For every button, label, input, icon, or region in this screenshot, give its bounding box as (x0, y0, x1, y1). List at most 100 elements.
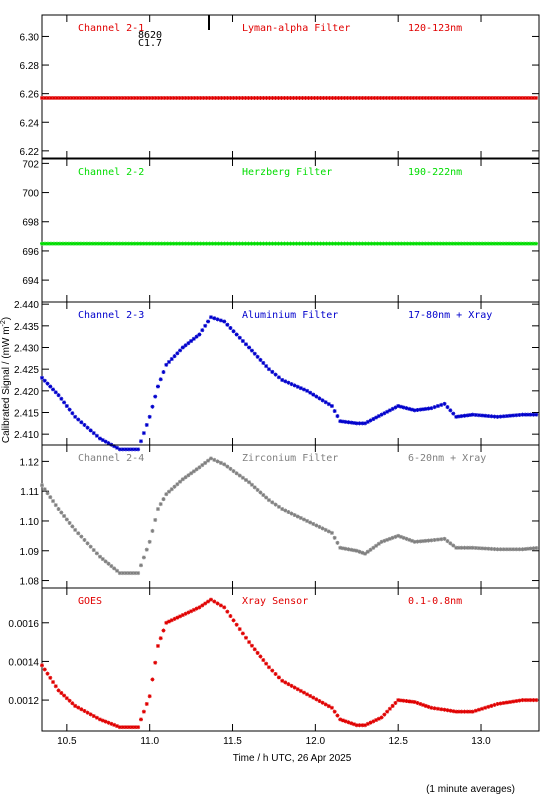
data-point (228, 95, 233, 100)
data-point (186, 241, 191, 246)
data-point (180, 241, 185, 246)
data-point (129, 241, 134, 246)
data-point (82, 708, 87, 713)
data-point (486, 95, 491, 100)
data-point (147, 694, 152, 699)
data-point (198, 241, 203, 246)
panel-label-left: Channel 2-1 (78, 23, 144, 34)
data-point (354, 421, 359, 426)
data-point (175, 482, 180, 487)
data-point (291, 95, 296, 100)
data-point (59, 396, 64, 401)
data-point (192, 241, 197, 246)
data-point (100, 438, 105, 443)
data-point (286, 510, 291, 515)
data-point (448, 708, 453, 713)
data-point (216, 241, 221, 246)
data-point (255, 487, 260, 492)
data-point (174, 95, 179, 100)
data-point (514, 547, 519, 552)
data-point (314, 697, 319, 702)
data-point (456, 545, 461, 550)
data-point (109, 721, 114, 726)
data-point (231, 329, 236, 334)
data-point (442, 401, 447, 406)
data-point (447, 241, 452, 246)
data-point (93, 95, 98, 100)
data-point (150, 677, 155, 682)
data-point (379, 715, 384, 720)
data-point (439, 402, 444, 407)
data-point (348, 95, 353, 100)
data-point (150, 404, 155, 409)
data-point (326, 704, 331, 709)
data-point (133, 571, 138, 576)
data-point (123, 95, 128, 100)
data-point (162, 95, 167, 100)
data-point (374, 718, 379, 723)
data-point (53, 503, 58, 508)
data-point (396, 404, 401, 408)
panel-label-right: 190-222nm (408, 167, 462, 178)
data-point (459, 709, 464, 714)
data-point (178, 348, 183, 353)
data-point (45, 95, 50, 100)
data-point (79, 420, 84, 425)
data-point (387, 408, 392, 413)
data-point (130, 447, 135, 452)
data-point (467, 545, 472, 550)
data-point (203, 460, 208, 465)
data-point (369, 241, 374, 246)
data-point (504, 547, 509, 552)
data-point (204, 241, 209, 246)
data-point (206, 319, 211, 324)
data-point (471, 95, 476, 100)
data-point (240, 241, 245, 246)
data-point (240, 475, 245, 480)
data-point (511, 547, 516, 552)
data-point (53, 390, 58, 395)
data-point (398, 698, 403, 703)
data-point (520, 412, 525, 417)
data-point (354, 723, 359, 728)
data-point (415, 407, 420, 412)
data-point (473, 545, 478, 550)
data-point (459, 95, 464, 100)
data-point (63, 95, 68, 100)
data-point (167, 619, 172, 624)
data-point (489, 95, 494, 100)
data-point (516, 95, 521, 100)
data-point (420, 95, 425, 100)
data-point (167, 489, 172, 494)
data-point (102, 95, 107, 100)
y-tick-label: 0.0012 (8, 696, 39, 707)
data-point (172, 354, 177, 359)
data-point (309, 95, 314, 100)
data-point (528, 95, 533, 100)
data-point (51, 499, 56, 504)
data-point (288, 95, 293, 100)
data-point (448, 541, 453, 546)
panel-frame (41, 444, 540, 589)
data-point (311, 521, 316, 526)
data-point (186, 610, 191, 615)
data-point (483, 95, 488, 100)
data-point (56, 507, 61, 512)
data-point (175, 615, 180, 620)
data-point (174, 241, 179, 246)
data-point (339, 241, 344, 246)
data-point (57, 241, 62, 246)
data-point (192, 95, 197, 100)
data-point (169, 618, 174, 623)
data-point (376, 541, 381, 546)
data-point (308, 520, 313, 525)
data-point (312, 95, 317, 100)
data-point (387, 706, 392, 711)
data-point (252, 485, 257, 490)
data-point (97, 717, 102, 722)
data-point (335, 414, 340, 419)
data-point (489, 546, 494, 551)
data-point (486, 241, 491, 246)
data-point (468, 241, 473, 246)
data-point (415, 539, 420, 544)
